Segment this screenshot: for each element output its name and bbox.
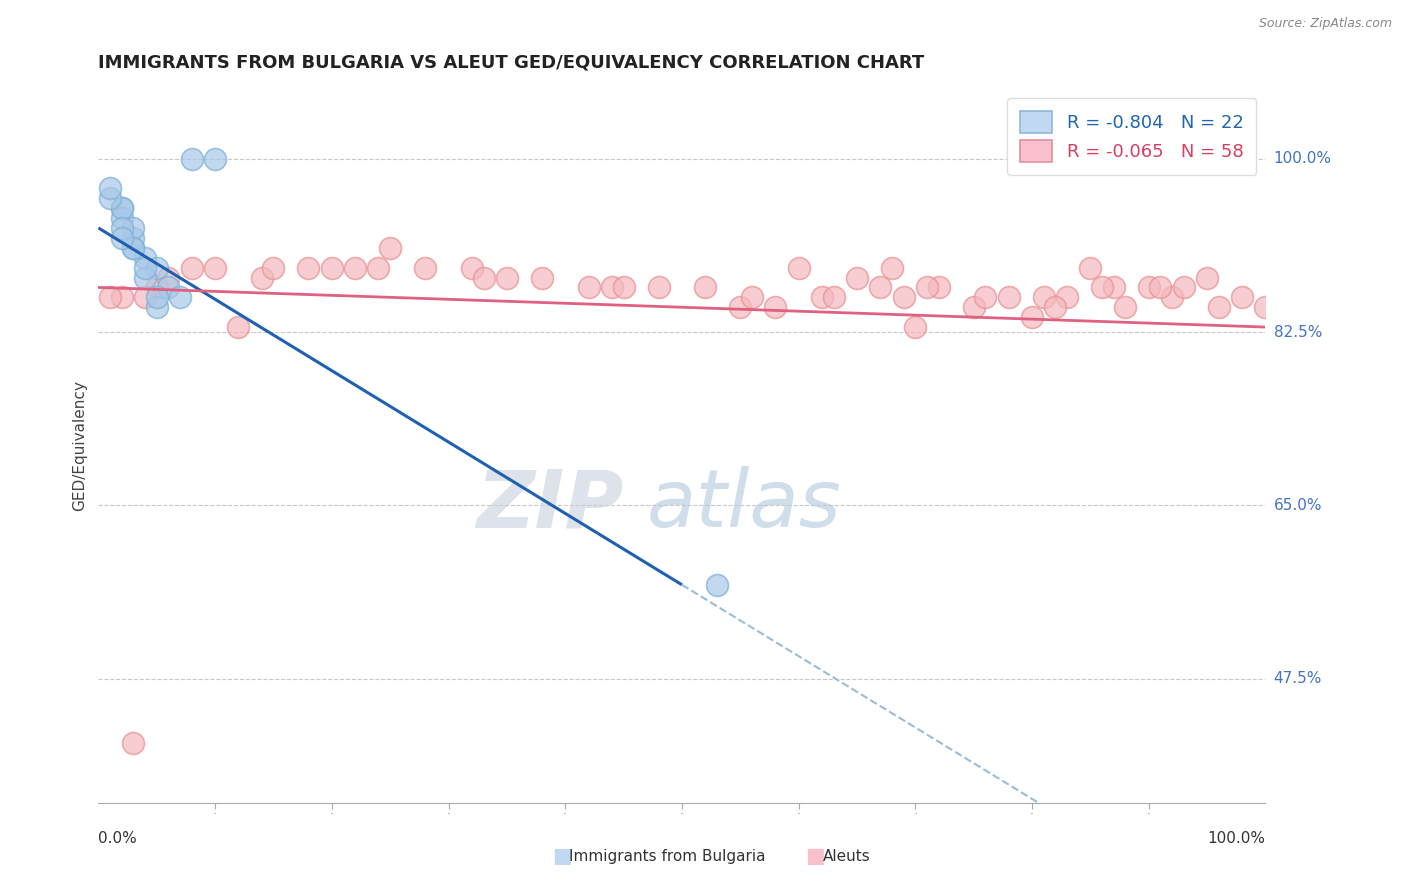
Point — [1056, 290, 1078, 304]
Point — [180, 260, 202, 275]
Point — [695, 280, 717, 294]
Point — [845, 270, 868, 285]
Point — [1230, 290, 1253, 304]
Point — [169, 290, 191, 304]
Point — [928, 280, 950, 294]
Point — [1045, 300, 1067, 314]
Point — [741, 290, 763, 304]
Text: 0.0%: 0.0% — [98, 831, 138, 846]
Point — [647, 280, 669, 294]
Point — [600, 280, 623, 294]
Point — [1208, 300, 1230, 314]
Legend: R = -0.804   N = 22, R = -0.065   N = 58: R = -0.804 N = 22, R = -0.065 N = 58 — [1007, 98, 1257, 175]
Text: 65.0%: 65.0% — [1274, 498, 1322, 513]
Point — [111, 211, 134, 225]
Text: Source: ZipAtlas.com: Source: ZipAtlas.com — [1258, 17, 1392, 29]
Point — [321, 260, 343, 275]
Point — [869, 280, 891, 294]
Point — [1080, 260, 1102, 275]
Point — [111, 290, 134, 304]
Point — [122, 221, 145, 235]
Point — [1021, 310, 1043, 325]
Text: 100.0%: 100.0% — [1208, 831, 1265, 846]
Text: Aleuts: Aleuts — [823, 849, 870, 863]
Point — [146, 290, 169, 304]
Text: 100.0%: 100.0% — [1274, 151, 1331, 166]
Point — [180, 152, 202, 166]
Point — [461, 260, 484, 275]
Point — [111, 201, 134, 215]
Point — [378, 241, 402, 255]
Point — [98, 191, 121, 205]
Point — [262, 260, 284, 275]
Point — [122, 241, 145, 255]
Point — [413, 260, 436, 275]
Point — [915, 280, 938, 294]
Point — [98, 181, 121, 195]
Point — [495, 270, 517, 285]
Point — [578, 280, 600, 294]
Point — [367, 260, 389, 275]
Point — [1032, 290, 1054, 304]
Point — [122, 736, 145, 750]
Point — [962, 300, 984, 314]
Point — [823, 290, 845, 304]
Point — [893, 290, 915, 304]
Point — [122, 231, 145, 245]
Point — [146, 260, 169, 275]
Point — [1254, 300, 1277, 314]
Point — [787, 260, 810, 275]
Point — [1102, 280, 1125, 294]
Point — [297, 260, 319, 275]
Point — [111, 201, 134, 215]
Point — [98, 290, 121, 304]
Point — [204, 260, 226, 275]
Point — [974, 290, 997, 304]
Text: ■: ■ — [806, 847, 825, 866]
Point — [204, 152, 226, 166]
Point — [122, 241, 145, 255]
Point — [134, 260, 156, 275]
Point — [904, 320, 927, 334]
Point — [134, 270, 156, 285]
Point — [763, 300, 786, 314]
Point — [472, 270, 495, 285]
Point — [228, 320, 250, 334]
Point — [157, 280, 180, 294]
Point — [1137, 280, 1160, 294]
Point — [730, 300, 752, 314]
Point — [146, 300, 169, 314]
Text: IMMIGRANTS FROM BULGARIA VS ALEUT GED/EQUIVALENCY CORRELATION CHART: IMMIGRANTS FROM BULGARIA VS ALEUT GED/EQ… — [98, 54, 925, 71]
Point — [134, 251, 156, 265]
Point — [1195, 270, 1218, 285]
Text: atlas: atlas — [647, 467, 842, 544]
Text: Immigrants from Bulgaria: Immigrants from Bulgaria — [569, 849, 766, 863]
Point — [880, 260, 903, 275]
Point — [111, 221, 134, 235]
Point — [146, 280, 169, 294]
Point — [157, 270, 180, 285]
Point — [706, 578, 728, 592]
Point — [1173, 280, 1195, 294]
Point — [997, 290, 1019, 304]
Point — [344, 260, 367, 275]
Point — [134, 290, 156, 304]
Point — [1114, 300, 1136, 314]
Point — [811, 290, 834, 304]
Point — [250, 270, 273, 285]
Text: 47.5%: 47.5% — [1274, 672, 1322, 687]
Point — [1161, 290, 1184, 304]
Text: ■: ■ — [553, 847, 572, 866]
Point — [530, 270, 553, 285]
Point — [612, 280, 634, 294]
Text: 82.5%: 82.5% — [1274, 325, 1322, 340]
Text: ZIP: ZIP — [477, 467, 623, 544]
Y-axis label: GED/Equivalency: GED/Equivalency — [72, 381, 87, 511]
Point — [111, 231, 134, 245]
Point — [1149, 280, 1171, 294]
Point — [1091, 280, 1114, 294]
